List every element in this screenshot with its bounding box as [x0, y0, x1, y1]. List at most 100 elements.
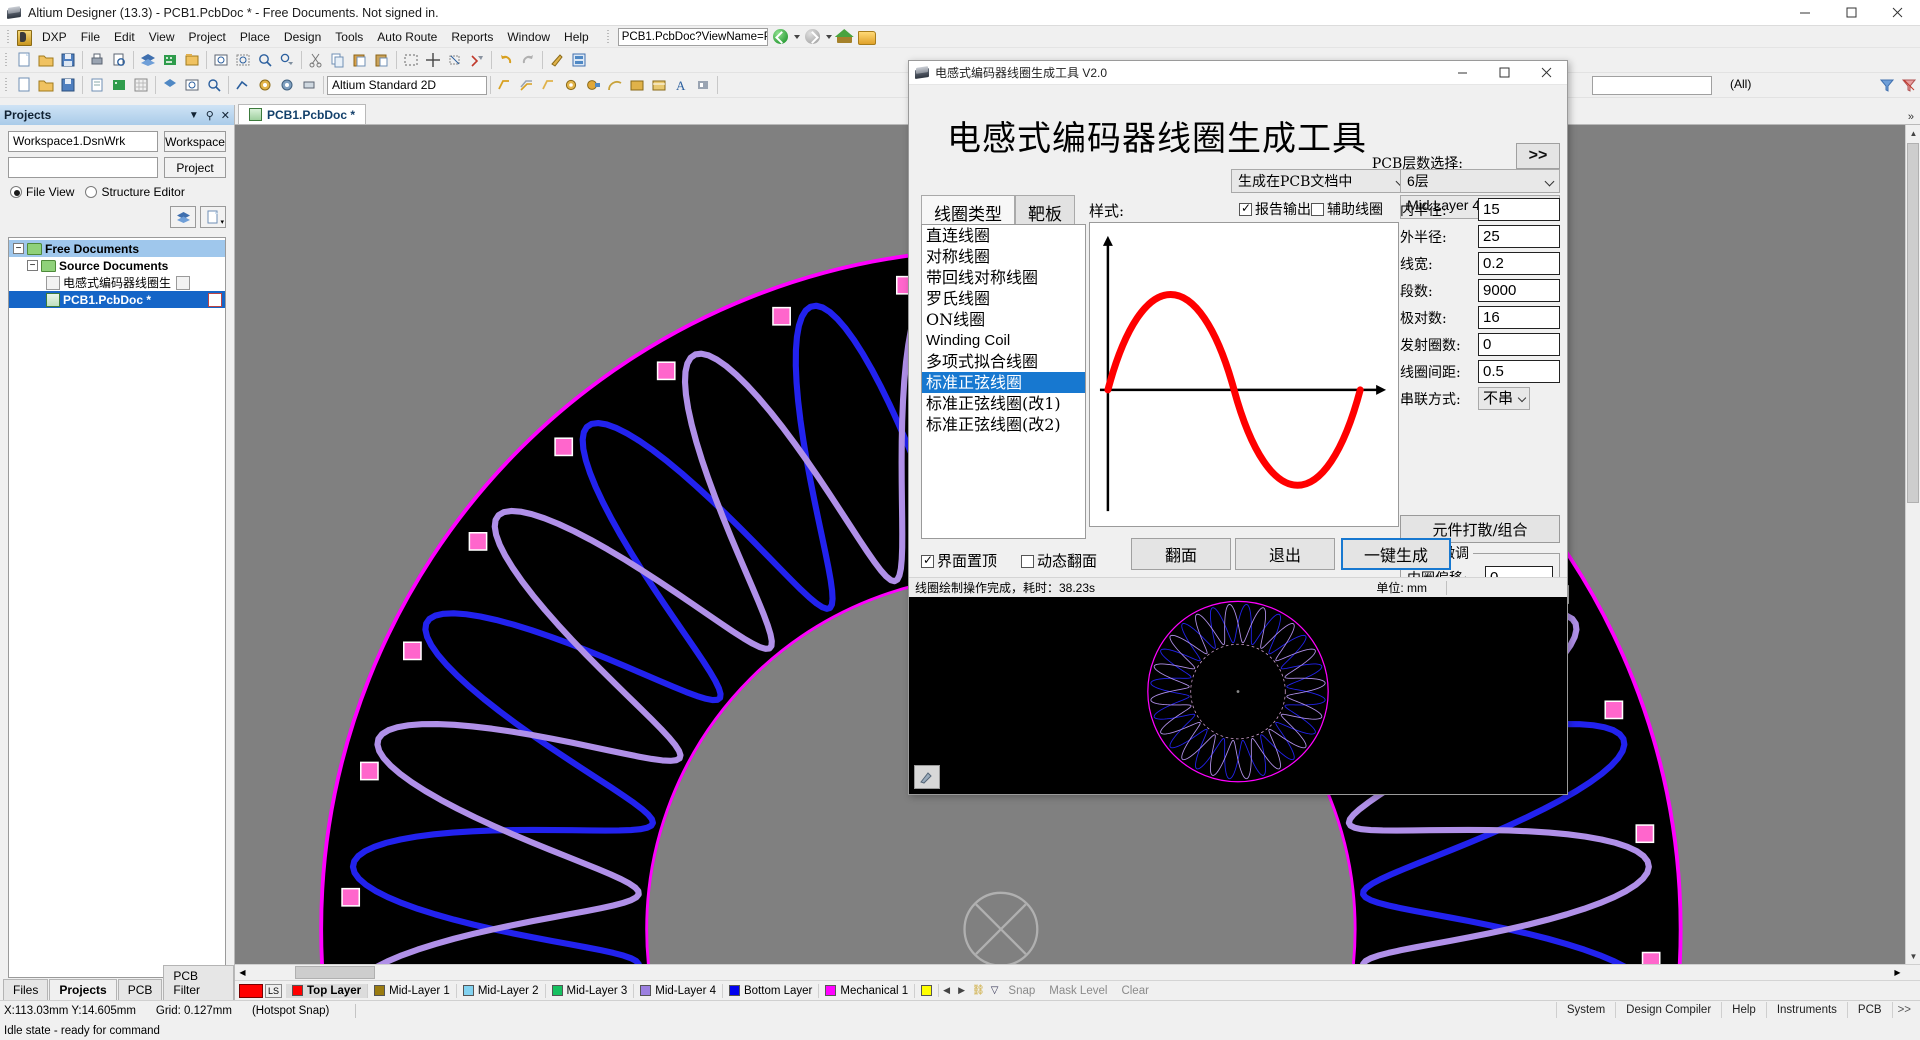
param-input-tx-turns[interactable]: 0 [1478, 333, 1560, 356]
param-input-inner-radius[interactable]: 15 [1478, 198, 1560, 221]
coil-type-item-1[interactable]: 对称线圈 [926, 247, 991, 266]
snap-label[interactable]: Snap [1008, 984, 1036, 997]
open-document-icon[interactable] [35, 49, 57, 71]
layer-tab-mid-2[interactable]: Mid-Layer 2 [457, 983, 546, 998]
coil-type-list[interactable]: 直连线圈 对称线圈 带回线对称线圈 罗氏线圈 ON线圈 Winding Coil… [921, 224, 1086, 539]
dxp-icon[interactable] [15, 29, 33, 46]
coil-type-item-2[interactable]: 带回线对称线圈 [926, 268, 1039, 287]
horizontal-scroll-thumb[interactable] [295, 966, 375, 979]
interactive-route-icon[interactable] [494, 74, 516, 96]
coil-type-item-5[interactable]: Winding Coil [926, 332, 1011, 349]
clear-label[interactable]: Clear [1121, 984, 1149, 997]
tree-node-pcb-doc[interactable]: PCB1.PcbDoc * [9, 291, 225, 308]
layers-button[interactable] [170, 206, 196, 228]
deselect-icon[interactable] [444, 49, 466, 71]
place-component-icon[interactable] [298, 74, 320, 96]
place-string-icon[interactable]: A [670, 74, 692, 96]
project-select[interactable] [8, 157, 158, 178]
filter-input[interactable] [1592, 75, 1712, 95]
place-pad-icon[interactable] [254, 74, 276, 96]
dialog-preview-canvas[interactable] [909, 597, 1567, 794]
scroll-right-arrow[interactable]: ▶ [1894, 968, 1901, 977]
document-tabs-overflow-icon[interactable]: » [1907, 111, 1914, 123]
coil-type-item-0[interactable]: 直连线圈 [926, 226, 991, 245]
cross-probe-icon[interactable] [546, 49, 568, 71]
preview-tool-button[interactable] [914, 765, 940, 789]
collapse-icon-free-documents[interactable]: − [13, 243, 24, 254]
print-preview-icon[interactable] [108, 49, 130, 71]
copy-icon[interactable] [327, 49, 349, 71]
coil-type-item-3[interactable]: 罗氏线圈 [926, 289, 991, 308]
coil-type-item-4[interactable]: ON线圈 [926, 310, 986, 329]
clear-selection-icon[interactable] [466, 49, 488, 71]
tree-node-source-documents[interactable]: − Source Documents [9, 257, 225, 274]
layer-tab-mid-3[interactable]: Mid-Layer 3 [546, 983, 635, 998]
menu-auto-route[interactable]: Auto Route [377, 29, 438, 44]
coil-type-item-9[interactable]: 标准正弦线圈(改2) [926, 415, 1061, 434]
place-via-icon[interactable] [276, 74, 298, 96]
param-input-line-width[interactable]: 0.2 [1478, 252, 1560, 275]
radio-structure-editor[interactable]: Structure Editor [85, 185, 185, 199]
new-doc-button[interactable]: ▾ [200, 206, 226, 228]
close-button[interactable] [1874, 0, 1920, 26]
menu-reports[interactable]: Reports [451, 29, 494, 44]
view-fit-icon[interactable] [181, 74, 203, 96]
tree-node-free-documents[interactable]: − Free Documents [9, 240, 225, 257]
browse-components-icon[interactable] [568, 49, 590, 71]
status-button-instruments[interactable]: Instruments [1765, 1002, 1847, 1018]
place-via-icon-2[interactable] [582, 74, 604, 96]
layer-set-label[interactable]: LS [265, 983, 282, 998]
coil-type-item-6[interactable]: 多项式拟合线圈 [926, 352, 1039, 371]
status-button-system[interactable]: System [1555, 1002, 1615, 1018]
new-file-icon-2[interactable] [13, 74, 35, 96]
radio-file-view[interactable]: File View [10, 185, 74, 199]
move-icon[interactable] [422, 49, 444, 71]
layer-tab-bottom-layer[interactable]: Bottom Layer [723, 983, 820, 998]
expand-button[interactable]: >> [1516, 143, 1560, 169]
save-icon-2[interactable] [57, 74, 79, 96]
project-tree[interactable]: − Free Documents − Source Documents 电感式编… [8, 237, 226, 978]
nav-forward-button[interactable] [803, 27, 823, 46]
checkbox-aux-coil[interactable]: 辅助线圈 [1311, 199, 1383, 219]
status-button-help[interactable]: Help [1721, 1002, 1766, 1018]
filter-scope-select[interactable]: (All) [1730, 76, 1752, 91]
param-input-segments[interactable]: 9000 [1478, 279, 1560, 302]
vertical-scroll-thumb[interactable] [1907, 143, 1919, 503]
layer-scroll-right-icon[interactable]: ▶ [958, 985, 965, 995]
layer-filter-icon[interactable]: ▽ [990, 985, 999, 996]
param-select-series-mode[interactable]: 不串 [1478, 387, 1530, 410]
generate-target-select[interactable]: 生成在PCB文档中 [1231, 169, 1411, 193]
minimize-button[interactable] [1782, 0, 1828, 26]
layers-icon[interactable] [137, 49, 159, 71]
print-icon[interactable] [86, 49, 108, 71]
home-icon[interactable] [835, 28, 854, 45]
param-input-outer-radius[interactable]: 25 [1478, 225, 1560, 248]
document-address-input[interactable]: PCB1.PcbDoc?ViewName=PCBE [617, 27, 768, 46]
status-button-pcb[interactable]: PCB [1846, 1002, 1892, 1018]
mask-level-label[interactable]: Mask Level [1049, 984, 1108, 997]
nav-forward-dropdown-icon[interactable] [825, 34, 832, 39]
zoom-filter-icon[interactable] [276, 49, 298, 71]
filter-clear-icon[interactable] [1898, 74, 1920, 96]
status-button-overflow[interactable]: >> [1891, 1002, 1916, 1018]
menu-edit[interactable]: Edit [114, 29, 135, 44]
layer-config-icon[interactable]: ⛓ [972, 985, 985, 996]
save-icon[interactable] [57, 49, 79, 71]
dialog-minimize-button[interactable] [1441, 61, 1483, 85]
collapse-icon-source-documents[interactable]: − [27, 260, 38, 271]
scroll-down-arrow[interactable]: ▼ [1906, 948, 1920, 964]
doc-options-icon[interactable] [86, 74, 108, 96]
status-button-design-compiler[interactable]: Design Compiler [1615, 1002, 1721, 1018]
workspace-select[interactable]: Workspace1.DsnWrk [8, 131, 158, 152]
layer-tab-top-layer[interactable]: Top Layer [286, 983, 369, 998]
address-grip[interactable] [605, 29, 612, 45]
checkbox-dynamic-flip[interactable]: 动态翻面 [1021, 550, 1097, 571]
tree-node-schematic-doc[interactable]: 电感式编码器线圈生 [9, 274, 225, 291]
menu-view[interactable]: View [148, 29, 175, 44]
menu-dxp[interactable]: DXP [42, 29, 67, 44]
layer-tab-mid-1[interactable]: Mid-Layer 1 [368, 983, 457, 998]
scroll-up-arrow[interactable]: ▲ [1906, 125, 1920, 141]
checkbox-always-on-top[interactable]: 界面置顶 [921, 550, 997, 571]
open-folder-icon[interactable] [857, 28, 876, 45]
view-mode-select[interactable]: Altium Standard 2D [327, 75, 487, 95]
